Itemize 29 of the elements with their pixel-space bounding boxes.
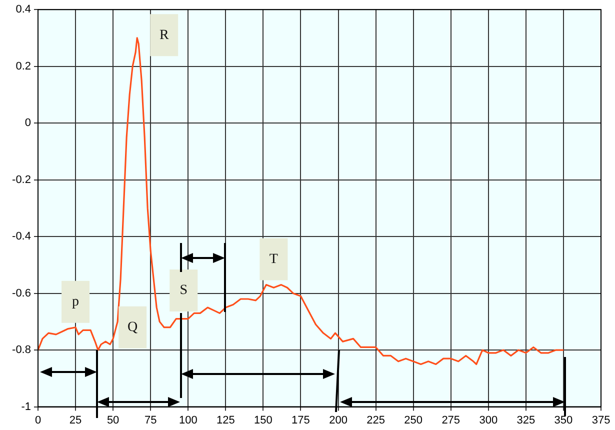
x-tick-label: 50 (106, 414, 120, 426)
y-tick-label: 0.4 (16, 4, 31, 16)
x-tick-label: 325 (516, 414, 536, 426)
x-tick-label: 275 (442, 414, 460, 426)
x-tick-label: 250 (404, 414, 423, 426)
x-tick-label: 225 (366, 414, 385, 426)
annotation: p (72, 294, 80, 310)
x-tick-label: 200 (329, 414, 348, 426)
x-tick-label: 125 (216, 414, 235, 426)
y-tick-label: -0.2 (12, 174, 31, 186)
x-tick-label: 350 (554, 414, 573, 426)
annotation: S (180, 283, 188, 298)
x-tick-label: 375 (592, 414, 610, 426)
y-tick-label: 0.2 (16, 60, 31, 72)
x-tick-label: 100 (178, 414, 198, 426)
x-tick-label: 25 (69, 414, 82, 426)
x-tick-label: 75 (144, 414, 157, 426)
annotation: R (159, 28, 170, 43)
y-tick-label: -1 (21, 400, 31, 413)
x-tick-label: 300 (479, 414, 498, 426)
y-tick-label: -0.8 (12, 344, 31, 356)
x-tick-label: 175 (292, 414, 310, 426)
y-tick-label: 0 (24, 117, 31, 130)
x-tick-label: 150 (254, 414, 272, 426)
y-tick-label: -0.6 (12, 287, 31, 300)
annotation: T (269, 252, 278, 267)
annotation: Q (128, 320, 138, 336)
x-tick-label: 0 (34, 414, 42, 426)
y-tick-label: -0.4 (12, 230, 31, 243)
